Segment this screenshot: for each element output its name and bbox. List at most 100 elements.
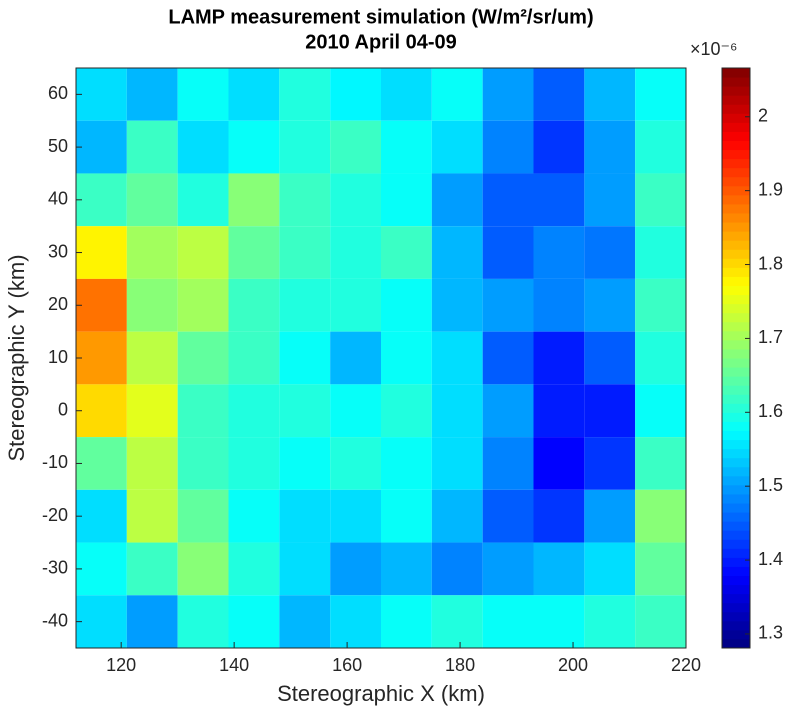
heat-cell — [279, 173, 331, 227]
colorbar-segment — [722, 276, 750, 286]
heat-cell — [431, 542, 483, 596]
colorbar-tick-label: 2 — [758, 106, 768, 126]
colorbar-segment — [722, 457, 750, 468]
heat-cell — [76, 226, 127, 279]
heat-cell — [76, 278, 127, 332]
heat-cell — [330, 226, 381, 279]
heat-cell — [533, 595, 585, 648]
colorbar-segment — [722, 638, 750, 649]
colorbar-segment — [722, 421, 750, 431]
colorbar-segment — [722, 249, 750, 259]
heat-cell — [482, 278, 534, 332]
heat-cell — [635, 68, 686, 121]
heat-cell — [126, 542, 178, 596]
colorbar-segment — [722, 620, 750, 631]
heat-cell — [330, 68, 381, 121]
colorbar-segment — [722, 330, 750, 341]
heat-cell — [279, 489, 331, 543]
colorbar-segment — [722, 303, 750, 314]
colorbar-segment — [722, 167, 750, 178]
colorbar-segment — [722, 68, 750, 78]
colorbar-segment — [722, 348, 750, 359]
heat-cell — [584, 542, 636, 596]
heat-cell — [177, 120, 229, 174]
heat-cell — [177, 226, 229, 279]
heat-cell — [177, 68, 229, 121]
heat-cell — [126, 331, 178, 385]
colorbar-segment — [722, 512, 750, 522]
heat-cell — [279, 120, 331, 174]
heat-cell — [330, 384, 381, 438]
colorbar-segment — [722, 629, 750, 640]
y-tick-label: -40 — [42, 610, 68, 630]
x-tick-label: 200 — [558, 655, 588, 675]
heat-cell — [533, 120, 585, 174]
colorbar-segment — [722, 285, 750, 296]
heat-cell — [381, 120, 432, 174]
colorbar-segment — [722, 258, 750, 268]
heat-cell — [584, 120, 636, 174]
x-tick-label: 160 — [332, 655, 362, 675]
heat-cell — [533, 226, 585, 279]
heat-cell — [228, 120, 280, 174]
heat-cell — [126, 437, 178, 490]
colorbar-segment — [722, 222, 750, 232]
heat-cell — [228, 331, 280, 385]
heat-cell — [76, 331, 127, 385]
y-tick-label: 0 — [58, 399, 68, 419]
heat-cell — [126, 489, 178, 543]
colorbar-segment — [722, 394, 750, 404]
heat-cell — [177, 595, 229, 648]
heat-cell — [177, 384, 229, 438]
heat-cell — [330, 595, 381, 648]
colorbar-segment — [722, 231, 750, 241]
heat-cell — [431, 173, 483, 227]
colorbar-segment — [722, 403, 750, 413]
colorbar-frame — [721, 67, 751, 649]
heat-cell — [76, 489, 127, 543]
heat-cell — [279, 331, 331, 385]
heat-cell — [533, 437, 585, 490]
x-axis-label: Stereographic X (km) — [277, 681, 485, 706]
heat-cell — [482, 68, 534, 121]
heat-cell — [126, 120, 178, 174]
colorbar-segment — [722, 593, 750, 604]
heat-cell — [533, 278, 585, 332]
x-tick-label: 220 — [671, 655, 701, 675]
heat-cell — [635, 437, 686, 490]
heat-cell — [330, 173, 381, 227]
heat-cell — [330, 331, 381, 385]
heat-cell — [177, 331, 229, 385]
heat-cell — [584, 489, 636, 543]
colorbar-segment — [722, 548, 750, 558]
heat-cell — [126, 278, 178, 332]
colorbar-tick-label: 1.3 — [758, 623, 783, 643]
chart-title: LAMP measurement simulation (W/m²/sr/um) — [168, 6, 593, 28]
colorbar-segment — [722, 213, 750, 223]
y-tick-label: -30 — [42, 558, 68, 578]
colorbar-segment — [722, 539, 750, 549]
heat-cell — [482, 542, 534, 596]
heat-cell — [330, 437, 381, 490]
colorbar-segment — [722, 149, 750, 160]
colorbar-segment — [722, 176, 750, 187]
heat-cell — [76, 542, 127, 596]
colorbar-segment — [722, 113, 750, 123]
heat-cell — [635, 173, 686, 227]
colorbar-segment — [722, 104, 750, 114]
heat-cell — [228, 595, 280, 648]
heat-cell — [126, 595, 178, 648]
colorbar-segment — [722, 439, 750, 450]
heat-cell — [533, 331, 585, 385]
colorbar-segment — [722, 122, 750, 132]
heat-cell — [330, 120, 381, 174]
heat-cell — [482, 331, 534, 385]
colorbar-tick-label: 1.9 — [758, 179, 783, 199]
y-axis-label: Stereographic Y (km) — [4, 254, 29, 461]
heat-cell — [584, 68, 636, 121]
heat-cell — [228, 226, 280, 279]
chart-subtitle: 2010 April 04-09 — [305, 31, 457, 53]
colorbar-segment — [722, 412, 750, 422]
heat-cell — [482, 489, 534, 543]
